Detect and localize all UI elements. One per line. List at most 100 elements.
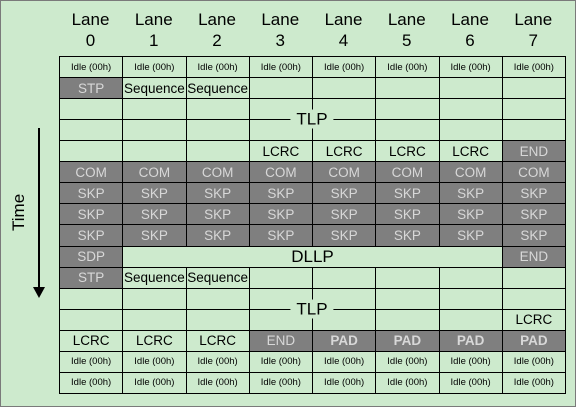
symbol-cell: COM	[122, 161, 187, 184]
symbol-cell	[438, 98, 503, 121]
symbol-cell	[122, 119, 187, 142]
lane-header-word: Lane	[71, 10, 110, 29]
lane-header-number: 6	[465, 31, 475, 50]
symbol-cell: Idle (00h)	[312, 56, 377, 79]
symbol-cell	[438, 308, 503, 331]
symbol-cell: LCRC	[122, 329, 187, 352]
sdp-cell: SDP	[59, 245, 124, 268]
symbol-cell: Idle (00h)	[122, 56, 187, 79]
dllp-span: DLLP	[122, 245, 503, 268]
symbol-cell: PAD	[375, 329, 440, 352]
symbol-cell	[59, 308, 124, 331]
symbol-cell: PAD	[438, 329, 503, 352]
symbol-cell: SKP	[312, 182, 377, 205]
lane-header-number: 2	[212, 31, 222, 50]
symbol-cell: SKP	[248, 182, 313, 205]
symbol-cell: PAD	[501, 329, 566, 352]
symbol-cell: END	[501, 140, 566, 163]
symbol-cell: SKP	[122, 182, 187, 205]
symbol-cell: SKP	[312, 203, 377, 226]
symbol-cell: Idle (00h)	[375, 371, 440, 394]
symbol-cell	[501, 98, 566, 121]
symbol-cell	[122, 308, 187, 331]
symbol-cell: SKP	[438, 224, 503, 247]
symbol-cell: SKP	[375, 224, 440, 247]
symbol-cell	[185, 140, 250, 163]
tlp-span-label: TLP	[290, 109, 334, 129]
lane-header-number: 3	[275, 31, 285, 50]
symbol-cell: SKP	[59, 182, 124, 205]
symbol-cell: Idle (00h)	[375, 56, 440, 79]
end-cell: END	[501, 245, 566, 268]
symbol-cell	[375, 266, 440, 289]
lane-header-3: Lane 3	[249, 9, 312, 51]
symbol-cell	[375, 98, 440, 121]
symbol-cell	[375, 308, 440, 331]
symbol-cell	[312, 266, 377, 289]
tlp-span-label: TLP	[290, 299, 334, 319]
symbol-cell: COM	[375, 161, 440, 184]
symbol-cell: Idle (00h)	[185, 56, 250, 79]
symbol-cell: SKP	[438, 203, 503, 226]
symbol-cell: Idle (00h)	[248, 371, 313, 394]
symbol-cell	[185, 287, 250, 310]
symbol-cell: END	[248, 329, 313, 352]
symbol-cell	[59, 140, 124, 163]
symbol-cell	[501, 266, 566, 289]
symbol-cell: PAD	[312, 329, 377, 352]
symbol-cell: Idle (00h)	[59, 350, 124, 373]
lane-header-word: Lane	[324, 10, 363, 29]
symbol-cell: Sequence	[122, 77, 187, 100]
symbol-cell: Idle (00h)	[122, 371, 187, 394]
symbol-cell: Idle (00h)	[501, 56, 566, 79]
lane-header-word: Lane	[261, 10, 300, 29]
symbol-cell: STP	[59, 77, 124, 100]
symbol-cell: COM	[248, 161, 313, 184]
lane-header-word: Lane	[198, 10, 236, 29]
symbol-cell	[122, 140, 187, 163]
symbol-cell	[122, 287, 187, 310]
symbol-cell: LCRC	[312, 140, 377, 163]
symbol-cell: COM	[59, 161, 124, 184]
symbol-cell	[375, 287, 440, 310]
symbol-cell	[501, 119, 566, 142]
lane-header-word: Lane	[134, 10, 173, 29]
symbol-cell: SKP	[248, 224, 313, 247]
lane-header-7: Lane 7	[502, 9, 565, 51]
symbol-cell	[312, 77, 377, 100]
symbol-cell: SKP	[312, 224, 377, 247]
symbol-cell: COM	[312, 161, 377, 184]
lane-header-4: Lane 4	[312, 9, 375, 51]
symbol-cell: COM	[438, 161, 503, 184]
symbol-cell: Sequence	[122, 266, 187, 289]
symbol-cell	[438, 266, 503, 289]
symbol-cell: Sequence	[185, 266, 250, 289]
symbol-cell	[501, 77, 566, 100]
symbol-cell: Idle (00h)	[501, 371, 566, 394]
symbol-cell: SKP	[501, 182, 566, 205]
symbol-cell: COM	[185, 161, 250, 184]
symbol-cell: Idle (00h)	[185, 371, 250, 394]
symbol-cell: Idle (00h)	[122, 350, 187, 373]
symbol-cell: Idle (00h)	[248, 56, 313, 79]
lane-header-word: Lane	[387, 10, 426, 29]
symbol-cell	[375, 77, 440, 100]
symbol-cell	[248, 77, 313, 100]
symbol-cell: LCRC	[501, 308, 566, 331]
symbol-cell: Idle (00h)	[312, 350, 377, 373]
symbol-cell	[59, 119, 124, 142]
symbol-cell: SKP	[375, 182, 440, 205]
lane-header-2: Lane 2	[186, 9, 249, 51]
symbol-cell: LCRC	[438, 140, 503, 163]
symbol-cell: LCRC	[185, 329, 250, 352]
symbol-cell: Idle (00h)	[59, 56, 124, 79]
symbol-cell	[438, 77, 503, 100]
symbol-cell: Idle (00h)	[185, 350, 250, 373]
symbol-cell: SKP	[122, 203, 187, 226]
symbol-cell: Idle (00h)	[59, 371, 124, 394]
lane-header-5: Lane 5	[375, 9, 438, 51]
symbol-cell: SKP	[59, 224, 124, 247]
symbol-cell: SKP	[501, 224, 566, 247]
symbol-cell	[185, 119, 250, 142]
